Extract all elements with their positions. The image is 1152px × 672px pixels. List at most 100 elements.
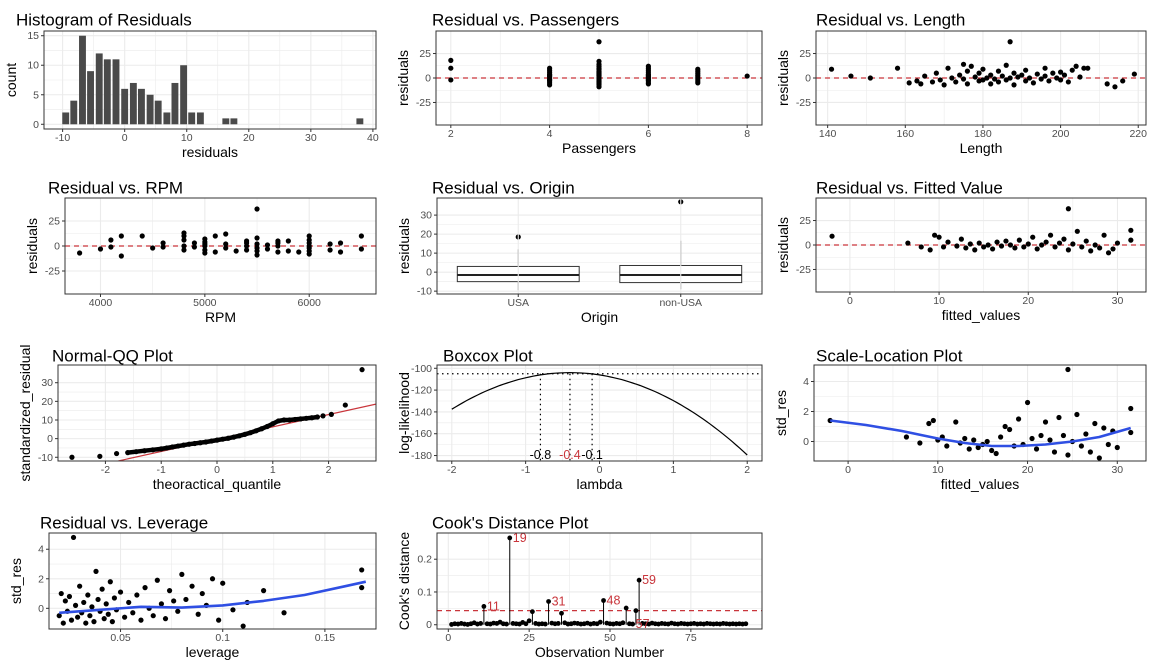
data-point — [230, 607, 236, 613]
y-tick-label: 25 — [48, 216, 60, 228]
data-point — [989, 447, 995, 454]
histogram-bar — [87, 71, 94, 125]
cook-point — [526, 618, 532, 624]
data-point — [358, 233, 364, 239]
data-point — [181, 230, 187, 236]
cook-point — [542, 621, 548, 627]
data-point — [281, 610, 287, 616]
data-point — [995, 79, 1002, 85]
data-point — [142, 585, 148, 591]
data-point — [254, 241, 260, 247]
data-point — [1065, 366, 1071, 373]
data-point — [1073, 63, 1079, 69]
data-point — [1043, 239, 1049, 245]
x-tick-label: USA — [507, 297, 529, 309]
plot-area — [816, 206, 1146, 256]
data-point — [87, 613, 93, 619]
data-point — [1078, 443, 1084, 449]
data-point — [70, 534, 77, 541]
histogram-bar — [112, 59, 120, 125]
data-point — [1105, 441, 1111, 448]
x-tick-label: 20 — [243, 132, 255, 144]
panel-title: Residual vs. Length — [816, 10, 965, 29]
data-point — [1047, 232, 1054, 238]
data-point — [984, 75, 990, 81]
data-point — [109, 619, 115, 625]
data-point — [953, 79, 959, 85]
data-point — [829, 233, 835, 239]
data-point — [117, 589, 124, 595]
data-point — [328, 411, 334, 417]
x-tick-label: 1 — [270, 464, 276, 476]
panel-title: Residual vs. Leverage — [40, 513, 208, 532]
y-tick-label: 10 — [420, 248, 432, 260]
x-tick-label: 0 — [847, 295, 853, 307]
data-point — [1096, 455, 1102, 461]
data-point — [1097, 245, 1103, 251]
data-point — [138, 617, 144, 623]
data-point — [1007, 426, 1013, 433]
data-point — [917, 440, 923, 446]
y-tick-label: 0 — [426, 619, 432, 631]
panel-border — [48, 532, 377, 630]
data-point — [984, 438, 990, 445]
panel-len: Residual vs. Length 140 160 180 200 220 -25 0 25… — [775, 10, 1147, 156]
panel-boxcox: Boxcox Plot -2 -1 0 1 2 -180 -160 -140 -120 -100 la… — [396, 346, 763, 492]
cook-point — [529, 609, 535, 615]
y-tick-label: 25 — [419, 48, 431, 60]
lambda-label: -0.8 — [530, 448, 552, 462]
x-tick-label: 50 — [604, 632, 616, 644]
panel-origin: Residual vs. Origin -10 0 10 20 30 Origin resid… — [396, 178, 763, 325]
plot-area — [816, 39, 1146, 90]
data-point — [1087, 449, 1093, 455]
y-tick-label: 0.1 — [417, 586, 432, 598]
cook-point — [633, 608, 639, 614]
y-tick-label: -25 — [796, 97, 811, 109]
data-point — [306, 233, 312, 239]
x-tick-label: 4 — [547, 128, 553, 140]
cook-point — [623, 605, 629, 611]
data-point — [1042, 73, 1048, 79]
x-tick-label: 220 — [1129, 128, 1147, 140]
histogram-bar — [171, 82, 179, 125]
panel-title: Histogram of Residuals — [16, 10, 192, 29]
data-point — [1042, 65, 1048, 71]
data-point — [1054, 75, 1060, 81]
plot-area — [437, 371, 762, 461]
histogram-bar — [180, 65, 188, 125]
data-point — [448, 65, 454, 71]
y-tick-label: 2 — [38, 573, 44, 585]
panel-rpm: Residual vs. RPM 4000 5000 6000 -25 0 25 RPM res… — [24, 178, 377, 325]
y-tick-label: -25 — [45, 266, 60, 278]
panel-border — [64, 197, 377, 295]
cook-obs-label: 11 — [487, 599, 500, 613]
data-point — [981, 244, 987, 250]
data-point — [929, 79, 936, 85]
data-point — [191, 240, 198, 246]
plot-area — [62, 35, 364, 125]
data-point — [930, 417, 936, 424]
x-tick-label: 20 — [1022, 464, 1034, 476]
x-tick-label: 10 — [932, 464, 944, 476]
x-tick-label: -1 — [521, 464, 530, 476]
data-point — [97, 453, 103, 459]
data-point — [327, 247, 333, 253]
data-point — [150, 613, 156, 619]
panel-fit: Residual vs. Fitted Value 0 10 20 30 -25 0 25 fi… — [775, 178, 1147, 323]
data-point — [275, 249, 281, 255]
panel-title: Residual vs. Fitted Value — [816, 178, 1003, 197]
y-tick-label: 0 — [38, 603, 44, 615]
data-point — [960, 76, 967, 82]
data-point — [1038, 76, 1044, 82]
data-point — [1077, 74, 1083, 80]
data-point — [1101, 425, 1107, 431]
histogram-bar — [196, 112, 204, 125]
y-tick-label: 0 — [47, 433, 53, 445]
data-point — [260, 588, 267, 594]
data-point — [223, 231, 229, 237]
data-point — [181, 247, 187, 253]
data-point — [940, 244, 947, 250]
data-point — [980, 77, 986, 83]
y-axis-label: std_res — [8, 558, 24, 604]
data-point — [918, 81, 924, 87]
